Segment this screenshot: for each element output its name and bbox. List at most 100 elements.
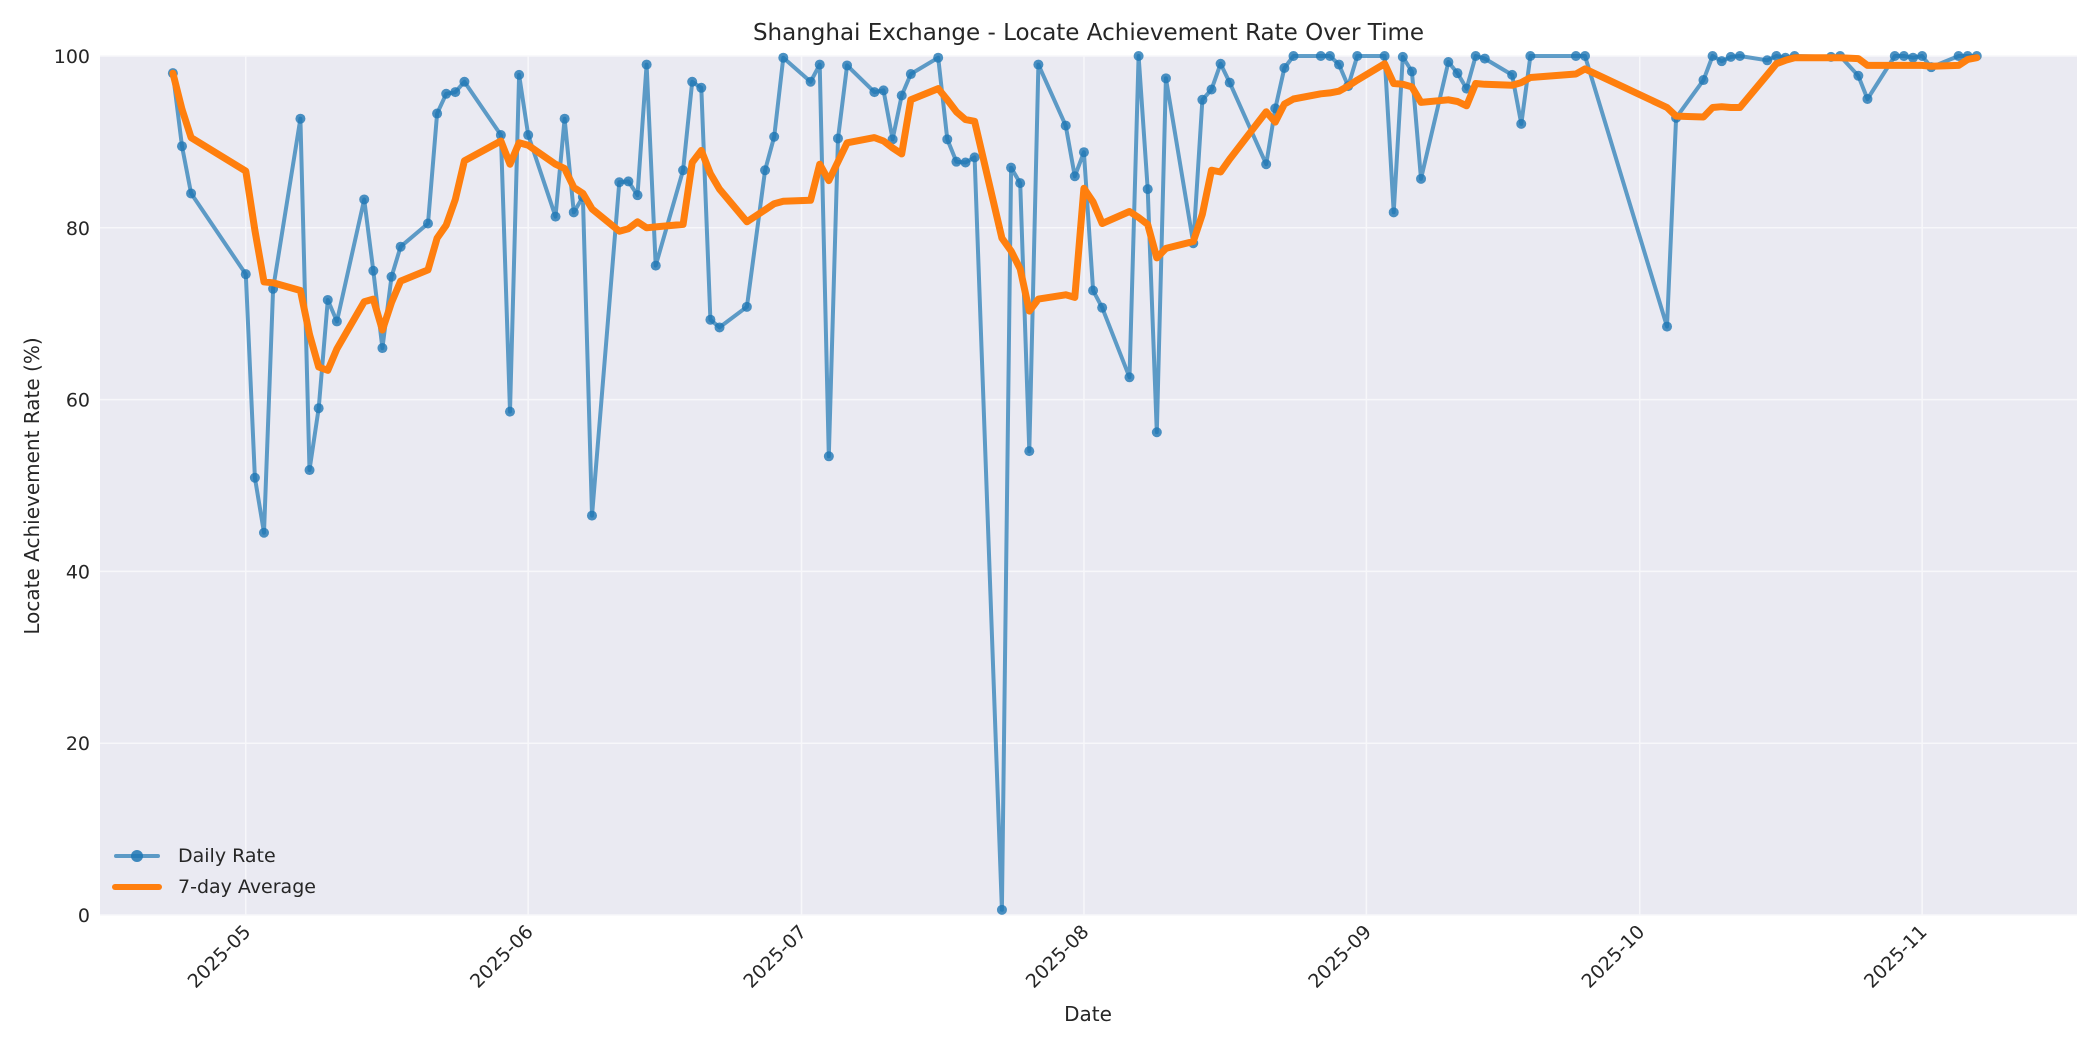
data-point: [1908, 52, 1919, 63]
data-point: [1224, 77, 1235, 88]
data-point: [1443, 57, 1454, 68]
data-point: [805, 76, 816, 87]
data-point: [878, 85, 889, 96]
data-point: [1379, 51, 1390, 61]
data-point: [322, 294, 333, 305]
data-point: [1525, 51, 1536, 61]
x-tick-label: 2025-07: [739, 921, 811, 993]
data-point: [778, 52, 789, 63]
data-point: [1771, 51, 1782, 61]
y-axis-ticks: 0 20 40 60 80 100: [54, 46, 90, 927]
data-point: [504, 406, 515, 417]
x-tick-label: 2025-09: [1304, 921, 1376, 993]
data-point: [1142, 184, 1153, 195]
data-point: [933, 52, 944, 63]
data-point: [1917, 51, 1928, 61]
legend-item-7-day-average: 7-day Average: [112, 871, 316, 902]
data-point: [1288, 51, 1299, 61]
data-point: [842, 60, 853, 71]
data-point: [523, 130, 534, 141]
data-point: [1570, 51, 1581, 61]
y-tick-label: 60: [66, 390, 90, 412]
y-tick-label: 100: [54, 46, 90, 68]
x-tick-label: 2025-11: [1860, 921, 1932, 993]
y-tick-label: 40: [66, 561, 90, 583]
data-point: [942, 134, 953, 145]
data-point: [240, 269, 251, 280]
data-point: [1662, 321, 1673, 332]
data-point: [1698, 75, 1709, 86]
data-point: [1397, 51, 1408, 62]
data-point: [395, 241, 406, 252]
data-point: [1324, 51, 1335, 61]
data-point: [249, 472, 260, 483]
data-point: [1898, 51, 1909, 61]
data-point: [905, 69, 916, 80]
data-point: [1088, 285, 1099, 296]
data-point: [1006, 162, 1017, 173]
data-point: [1853, 70, 1864, 81]
data-point: [1078, 147, 1089, 158]
data-point: [1953, 51, 1964, 61]
x-tick-label: 2025-05: [184, 921, 256, 993]
data-point: [1097, 302, 1108, 313]
data-point: [1580, 51, 1591, 61]
data-point: [1315, 51, 1326, 61]
legend-label: 7-day Average: [178, 875, 316, 898]
data-point: [1479, 53, 1490, 64]
data-point: [422, 218, 433, 229]
data-point: [1507, 69, 1518, 80]
data-point: [568, 207, 579, 218]
y-axis-label: Locate Achievement Rate (%): [20, 337, 44, 635]
data-point: [1024, 446, 1035, 457]
data-point: [550, 211, 561, 222]
data-point: [377, 343, 388, 354]
data-point: [1334, 59, 1345, 70]
data-point: [960, 157, 971, 168]
data-point: [632, 190, 643, 201]
data-point: [1452, 68, 1463, 79]
seven-day-average-line: [169, 54, 1981, 374]
data-point: [614, 177, 625, 188]
data-point: [1862, 93, 1873, 104]
data-point: [1197, 94, 1208, 105]
data-point: [760, 165, 771, 176]
data-point: [696, 82, 707, 93]
data-point: [313, 403, 324, 414]
data-point: [641, 59, 652, 70]
data-point: [1206, 84, 1217, 95]
data-point: [1160, 73, 1171, 84]
data-point: [705, 314, 716, 325]
legend-label: Daily Rate: [178, 844, 276, 867]
data-point: [814, 59, 825, 70]
data-point: [1416, 173, 1427, 184]
data-point: [1033, 59, 1044, 70]
data-point: [1060, 120, 1071, 131]
data-point: [1124, 372, 1135, 383]
data-point: [514, 69, 525, 80]
data-point: [559, 113, 570, 124]
data-point: [896, 90, 907, 101]
data-point: [586, 510, 597, 521]
legend-item-daily-rate: Daily Rate: [112, 840, 316, 871]
data-point: [1406, 66, 1417, 77]
data-point: [359, 194, 370, 205]
data-point: [1889, 51, 1900, 61]
data-point: [741, 301, 752, 312]
data-point: [969, 152, 980, 163]
data-point: [769, 131, 780, 142]
data-point: [1215, 58, 1226, 69]
data-point: [996, 904, 1007, 915]
data-point: [714, 322, 725, 333]
data-point: [1470, 51, 1481, 61]
y-tick-label: 0: [78, 905, 90, 927]
data-point: [1716, 56, 1727, 67]
data-point: [450, 87, 461, 98]
data-point: [295, 113, 306, 124]
data-point: [650, 260, 661, 271]
data-point: [176, 141, 187, 152]
thick-line-icon: [112, 880, 162, 894]
data-point: [331, 316, 342, 327]
x-tick-label: 2025-06: [466, 921, 538, 993]
